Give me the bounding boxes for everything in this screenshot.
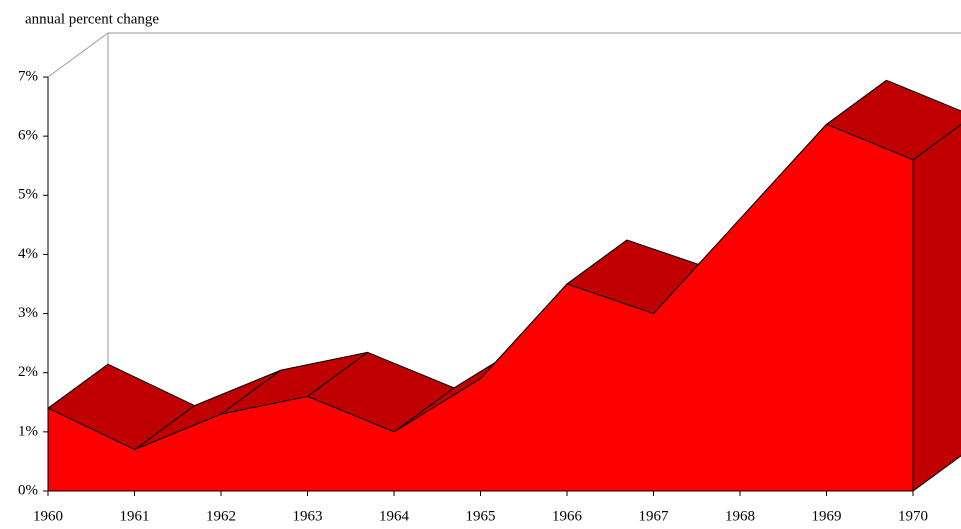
x-tick-label: 1970: [898, 508, 928, 524]
y-tick-label: 2%: [18, 364, 38, 380]
y-tick-label: 0%: [18, 482, 38, 498]
side-wall-top: [47, 32, 109, 78]
x-tick-label: 1967: [639, 508, 670, 524]
floor-edge: [912, 455, 961, 492]
y-tick-label: 4%: [18, 246, 38, 262]
x-tick-label: 1960: [33, 508, 63, 524]
x-tick-label: 1964: [379, 508, 410, 524]
y-tick-label: 6%: [18, 128, 38, 144]
x-tick-label: 1962: [206, 508, 236, 524]
y-tick-label: 1%: [18, 423, 38, 439]
x-tick-label: 1961: [120, 508, 150, 524]
chart-title: annual percent change: [25, 11, 159, 27]
area: [47, 123, 914, 492]
x-tick-label: 1963: [293, 508, 323, 524]
x-tick-label: 1969: [812, 508, 842, 524]
x-tick-label: 1968: [725, 508, 755, 524]
side-face: [912, 123, 961, 492]
y-tick-label: 7%: [18, 68, 38, 84]
x-tick-label: 1966: [552, 508, 583, 524]
y-tick-label: 5%: [18, 187, 38, 203]
x-tick-label: 1965: [466, 508, 496, 524]
y-tick-label: 3%: [18, 305, 38, 321]
